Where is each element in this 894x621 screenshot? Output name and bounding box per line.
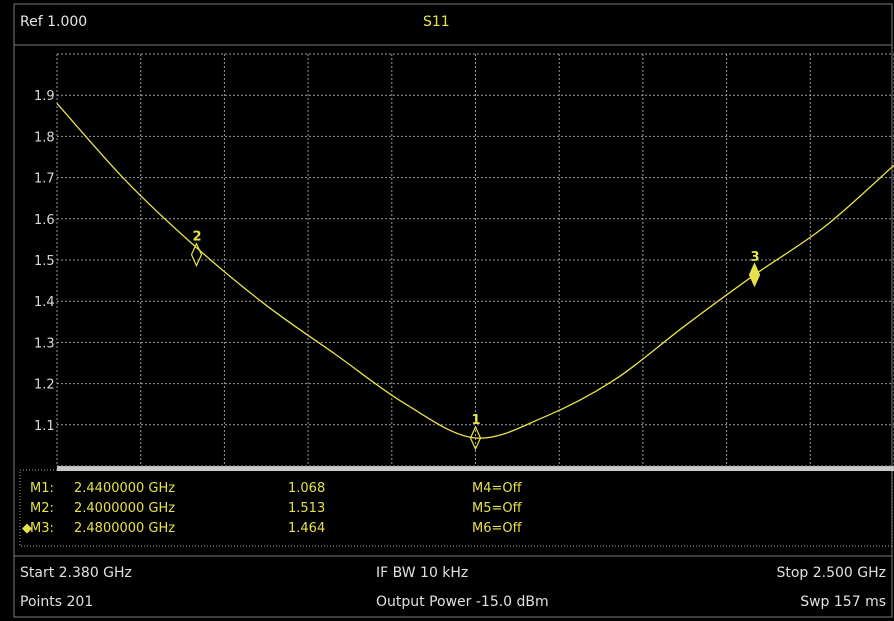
marker-m2-value: 1.513	[288, 501, 326, 516]
marker-1-diamond-icon	[469, 425, 482, 451]
marker-m6-status: M6=Off	[472, 521, 522, 536]
y-tick-label: 1.8	[34, 130, 55, 145]
y-tick-label: 1.6	[34, 213, 55, 228]
grid	[56, 53, 894, 467]
marker-2-label: 2	[193, 230, 202, 245]
marker-3-diamond-icon	[748, 262, 761, 288]
stop-frequency[interactable]: Stop 2.500 GHz	[776, 565, 886, 581]
sweep-time[interactable]: Swp 157 ms	[800, 594, 886, 610]
y-tick-label: 1.2	[34, 378, 55, 393]
marker-2-diamond-icon	[190, 242, 203, 268]
start-frequency[interactable]: Start 2.380 GHz	[20, 565, 132, 581]
y-tick-label: 1.4	[34, 295, 55, 310]
y-tick-label: 1.7	[34, 172, 55, 187]
reference-level: Ref 1.000	[20, 14, 88, 30]
marker-m5-status: M5=Off	[472, 501, 522, 516]
marker-m4-status: M4=Off	[472, 481, 522, 496]
y-tick-label: 1.9	[34, 89, 55, 104]
y-tick-label: 1.3	[34, 336, 55, 351]
marker-1-label: 1	[472, 413, 481, 428]
marker-m1-freq: 2.4400000 GHz	[74, 481, 176, 496]
trace-title: S11	[423, 14, 450, 30]
marker-m2-name: M2:	[30, 501, 54, 516]
sweep-points[interactable]: Points 201	[20, 594, 94, 610]
scroll-bar	[57, 466, 894, 471]
marker-m3-name: M3:	[30, 521, 54, 536]
y-tick-label: 1.1	[34, 419, 55, 434]
marker-m1-value: 1.068	[288, 481, 326, 496]
y-tick-label: 1.5	[34, 254, 55, 269]
marker-m1-name: M1:	[30, 481, 54, 496]
marker-m3-value: 1.464	[288, 521, 326, 536]
if-bandwidth[interactable]: IF BW 10 kHz	[376, 565, 469, 581]
marker-m2-freq: 2.4000000 GHz	[74, 501, 176, 516]
active-marker-diamond-icon: ◆	[22, 521, 32, 536]
output-power[interactable]: Output Power -15.0 dBm	[376, 594, 549, 610]
marker-3-label: 3	[751, 250, 760, 265]
screen-border	[13, 3, 893, 618]
marker-m3-freq: 2.4800000 GHz	[74, 521, 176, 536]
